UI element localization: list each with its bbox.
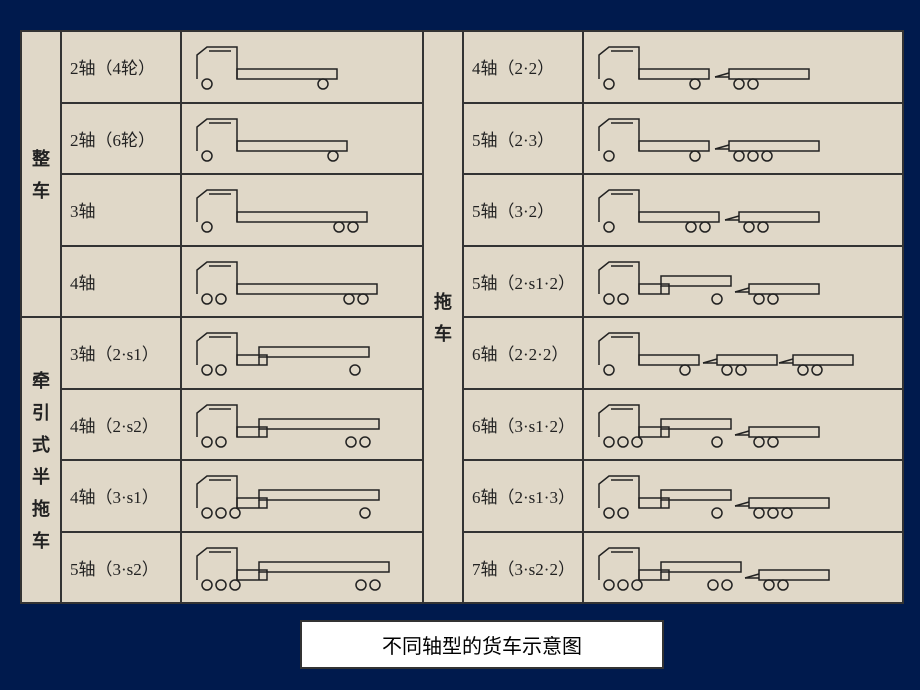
- cat-char: 车: [32, 177, 50, 203]
- figure-caption: 不同轴型的货车示意图: [300, 620, 664, 669]
- category-semi: 牵引式半拖车: [22, 318, 62, 602]
- cat-char: 式: [32, 431, 50, 457]
- truck-diagram: [182, 32, 422, 102]
- truck-diagram: [182, 104, 422, 174]
- cat-char: 整: [32, 145, 50, 171]
- truck-diagram: [182, 247, 422, 317]
- table-row: 4轴（2·2）: [464, 32, 902, 104]
- cat-char: 牵: [32, 367, 50, 393]
- truck-diagram: [182, 175, 422, 245]
- axle-label: 3轴: [62, 175, 182, 245]
- axle-label: 6轴（2·2·2）: [464, 318, 584, 388]
- axle-label: 5轴（3·s2）: [62, 533, 182, 603]
- cat-char: 车: [434, 320, 452, 346]
- table-row: 6轴（3·s1·2）: [464, 390, 902, 462]
- table-row: 5轴（3·2）: [464, 175, 902, 247]
- axle-label: 4轴（3·s1）: [62, 461, 182, 531]
- category-rigid: 整车: [22, 32, 62, 318]
- cat-char: 拖: [434, 288, 452, 314]
- truck-diagram: [182, 533, 422, 603]
- cat-char: 车: [32, 527, 50, 553]
- axle-label: 3轴（2·s1）: [62, 318, 182, 388]
- right-block: 拖车 4轴（2·2）5轴（2·3）5轴（3·2）5轴（2·s1·2）6轴（2·2…: [424, 32, 902, 602]
- truck-diagram: [182, 318, 422, 388]
- table-row: 4轴（3·s1）: [62, 461, 422, 533]
- axle-label: 4轴（2·2）: [464, 32, 584, 102]
- truck-table: 整车 牵引式半拖车 2轴（4轮）2轴（6轮）3轴4轴 3轴（2·s1）4轴（2·…: [20, 30, 904, 604]
- left-rows: 2轴（4轮）2轴（6轮）3轴4轴 3轴（2·s1）4轴（2·s2）4轴（3·s1…: [62, 32, 422, 602]
- table-row: 5轴（3·s2）: [62, 533, 422, 603]
- table-row: 2轴（4轮）: [62, 32, 422, 104]
- table-row: 3轴（2·s1）: [62, 318, 422, 390]
- axle-label: 2轴（6轮）: [62, 104, 182, 174]
- axle-label: 5轴（3·2）: [464, 175, 584, 245]
- table-row: 6轴（2·s1·3）: [464, 461, 902, 533]
- axle-label: 4轴: [62, 247, 182, 317]
- axle-label: 6轴（2·s1·3）: [464, 461, 584, 531]
- right-rows: 4轴（2·2）5轴（2·3）5轴（3·2）5轴（2·s1·2）6轴（2·2·2）…: [464, 32, 902, 602]
- axle-label: 6轴（3·s1·2）: [464, 390, 584, 460]
- table-row: 7轴（3·s2·2）: [464, 533, 902, 603]
- table-row: 4轴: [62, 247, 422, 317]
- truck-diagram: [584, 175, 902, 245]
- truck-diagram: [182, 461, 422, 531]
- truck-diagram: [584, 247, 902, 317]
- table-row: 3轴: [62, 175, 422, 247]
- axle-label: 4轴（2·s2）: [62, 390, 182, 460]
- truck-diagram: [584, 104, 902, 174]
- left-block: 整车 牵引式半拖车 2轴（4轮）2轴（6轮）3轴4轴 3轴（2·s1）4轴（2·…: [22, 32, 424, 602]
- truck-diagram: [584, 32, 902, 102]
- axle-label: 2轴（4轮）: [62, 32, 182, 102]
- table-row: 5轴（2·3）: [464, 104, 902, 176]
- axle-label: 7轴（3·s2·2）: [464, 533, 584, 603]
- cat-char: 引: [32, 399, 50, 425]
- truck-diagram: [584, 461, 902, 531]
- axle-label: 5轴（2·s1·2）: [464, 247, 584, 317]
- truck-diagram: [584, 533, 902, 603]
- truck-diagram: [584, 390, 902, 460]
- table-row: 2轴（6轮）: [62, 104, 422, 176]
- category-trailer: 拖车: [424, 32, 464, 602]
- table-row: 6轴（2·2·2）: [464, 318, 902, 390]
- truck-diagram: [584, 318, 902, 388]
- slide: 整车 牵引式半拖车 2轴（4轮）2轴（6轮）3轴4轴 3轴（2·s1）4轴（2·…: [0, 0, 920, 690]
- cat-char: 半: [32, 463, 50, 489]
- truck-diagram: [182, 390, 422, 460]
- cat-char: 拖: [32, 495, 50, 521]
- table-row: 5轴（2·s1·2）: [464, 247, 902, 319]
- table-row: 4轴（2·s2）: [62, 390, 422, 462]
- axle-label: 5轴（2·3）: [464, 104, 584, 174]
